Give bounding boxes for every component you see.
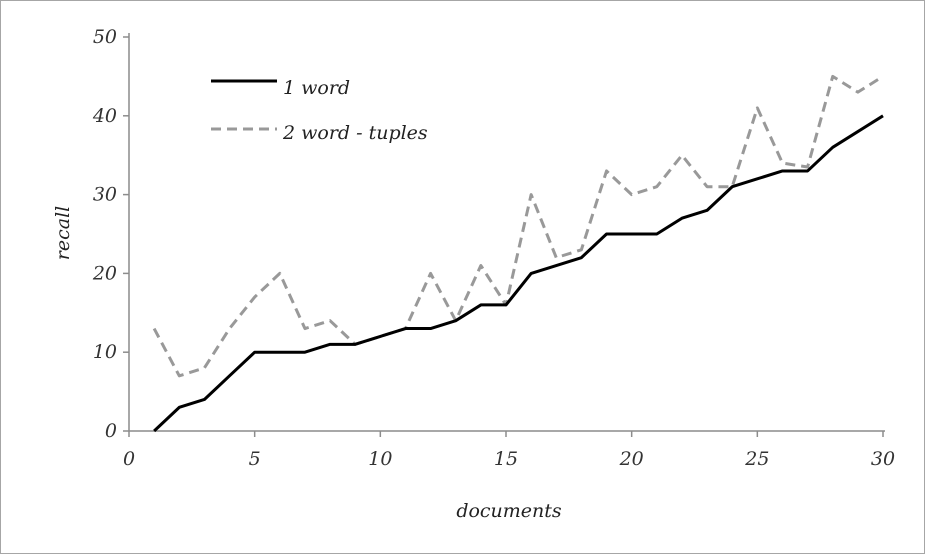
legend: 1 word 2 word - tuples: [211, 77, 428, 144]
y-tick-label: 10: [93, 341, 117, 363]
axis-ticks: 0 10 20 30 40 50 0 5 10 15 20 25 30: [92, 26, 895, 470]
x-tick-label: 0: [123, 448, 135, 470]
series-layer: [152, 74, 884, 433]
x-tick-label: 10: [368, 448, 392, 470]
y-tick-label: 30: [93, 184, 117, 206]
y-tick-label: 20: [92, 262, 117, 284]
x-axis-title: documents: [456, 500, 562, 522]
y-tick-label: 0: [105, 420, 117, 442]
x-tick-label: 25: [744, 448, 769, 470]
series-line-2-word-tuples: [152, 74, 884, 378]
axes: [128, 33, 885, 432]
x-tick-label: 20: [619, 448, 644, 470]
y-tick-label: 50: [93, 26, 117, 48]
series-line-1-word: [153, 114, 884, 433]
legend-label-2-word-tuples: 2 word - tuples: [282, 122, 428, 144]
y-axis-title: recall: [52, 206, 74, 260]
y-tick-label: 40: [92, 105, 117, 127]
x-tick-label: 5: [249, 448, 261, 470]
x-tick-label: 15: [494, 448, 518, 470]
x-tick-label: 30: [871, 448, 895, 470]
legend-label-1-word: 1 word: [283, 77, 350, 99]
